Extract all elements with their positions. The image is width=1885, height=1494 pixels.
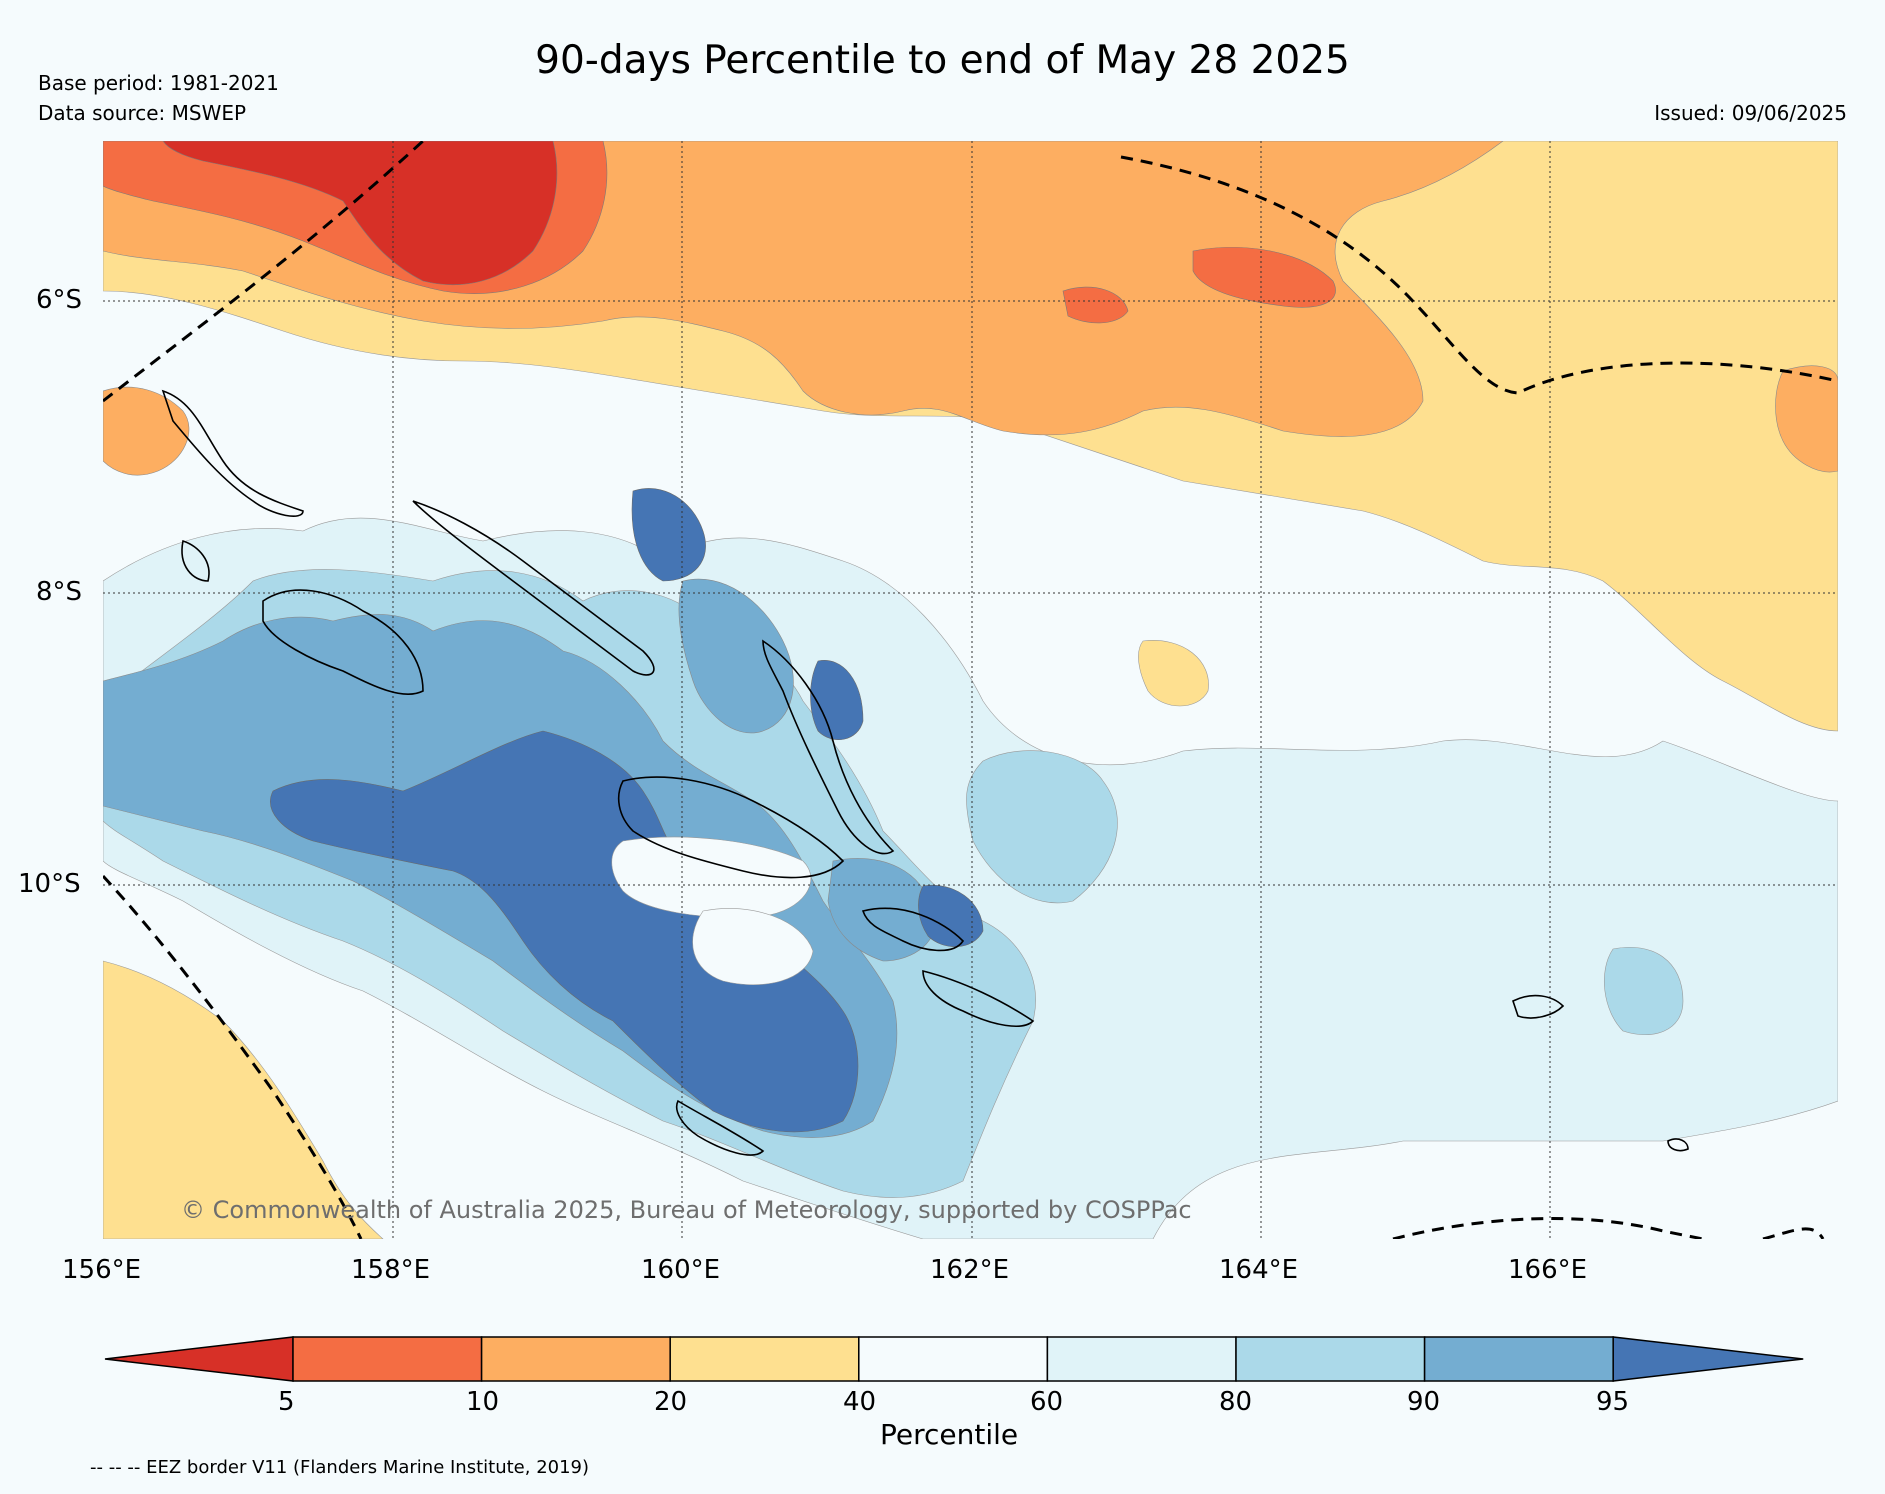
colorbar-segment bbox=[480, 1336, 671, 1382]
island-shortland bbox=[181, 539, 210, 582]
colorbar-segment bbox=[292, 1336, 483, 1382]
island-makira bbox=[922, 969, 1035, 1027]
region-above-95-b bbox=[631, 488, 706, 582]
lat-label-6s: 6°S bbox=[36, 285, 83, 315]
island-vanikoro bbox=[1667, 1138, 1689, 1152]
region-above-95-c bbox=[810, 660, 864, 740]
colorbar-tick-95: 95 bbox=[1596, 1387, 1630, 1417]
island-bougainville bbox=[161, 389, 304, 517]
lon-label-158e: 158°E bbox=[351, 1255, 431, 1285]
colorbar-tick-60: 60 bbox=[1030, 1387, 1064, 1417]
lat-label-10s: 10°S bbox=[18, 869, 81, 899]
colorbar bbox=[104, 1336, 1804, 1382]
island-malaita bbox=[861, 907, 965, 952]
colorbar-segment bbox=[669, 1336, 860, 1382]
region-90-95-c bbox=[827, 858, 936, 962]
lon-label-156e: 156°E bbox=[62, 1255, 142, 1285]
region-40-60-hole bbox=[611, 836, 812, 918]
region-5-10-east-b bbox=[1062, 286, 1129, 324]
lon-label-160e: 160°E bbox=[641, 1255, 721, 1285]
island-new-georgia bbox=[262, 589, 424, 695]
island-rennell bbox=[676, 1099, 765, 1156]
colorbar-segment bbox=[858, 1336, 1049, 1382]
island-choiseul bbox=[412, 500, 655, 676]
colorbar-segment bbox=[1046, 1336, 1237, 1382]
region-80-90-east bbox=[966, 750, 1118, 904]
gridlines bbox=[103, 141, 1838, 1239]
colorbar-segment bbox=[1235, 1336, 1426, 1382]
lat-label-8s: 8°S bbox=[36, 577, 83, 607]
region-90-95-b bbox=[678, 578, 794, 734]
region-80-90-far-east bbox=[1603, 947, 1684, 1035]
colorbar-label: Percentile bbox=[880, 1418, 1019, 1451]
lon-label-166e: 166°E bbox=[1508, 1255, 1588, 1285]
region-above-95 bbox=[270, 730, 859, 1133]
colorbar-extend-high bbox=[1612, 1336, 1804, 1382]
colorbar-tick-5: 5 bbox=[278, 1387, 295, 1417]
island-guadalcanal bbox=[617, 776, 845, 879]
colorbar-tick-40: 40 bbox=[843, 1387, 877, 1417]
colorbar-segment bbox=[1423, 1336, 1614, 1382]
colorbar-tick-90: 90 bbox=[1407, 1387, 1441, 1417]
coastlines bbox=[161, 389, 1689, 1156]
eez-legend-note: -- -- -- EEZ border V11 (Flanders Marine… bbox=[90, 1457, 590, 1478]
region-40-60-hole-b bbox=[692, 908, 814, 986]
eez-border bbox=[103, 141, 1838, 1239]
region-10-20-east bbox=[1775, 365, 1838, 473]
region-20-40-east-spot bbox=[1138, 640, 1209, 707]
island-santa-isabel bbox=[762, 639, 895, 855]
island-santa-cruz bbox=[1512, 994, 1565, 1019]
data-source: Data source: MSWEP bbox=[38, 101, 247, 125]
colorbar-tick-10: 10 bbox=[466, 1387, 500, 1417]
issued-date: Issued: 09/06/2025 bbox=[1654, 101, 1847, 125]
colorbar-extend-low bbox=[104, 1336, 294, 1382]
region-below-5 bbox=[162, 141, 558, 286]
base-period: Base period: 1981-2021 bbox=[38, 71, 279, 95]
percentile-map bbox=[103, 141, 1838, 1239]
colorbar-tick-80: 80 bbox=[1219, 1387, 1253, 1417]
region-20-40-southwest bbox=[103, 960, 384, 1239]
lon-label-164e: 164°E bbox=[1219, 1255, 1299, 1285]
colorbar-tick-20: 20 bbox=[654, 1387, 688, 1417]
region-10-20-west bbox=[103, 386, 190, 476]
copyright-notice: © Commonwealth of Australia 2025, Bureau… bbox=[181, 1196, 1192, 1224]
map-title: 90-days Percentile to end of May 28 2025 bbox=[535, 38, 1350, 83]
lon-label-162e: 162°E bbox=[930, 1255, 1010, 1285]
